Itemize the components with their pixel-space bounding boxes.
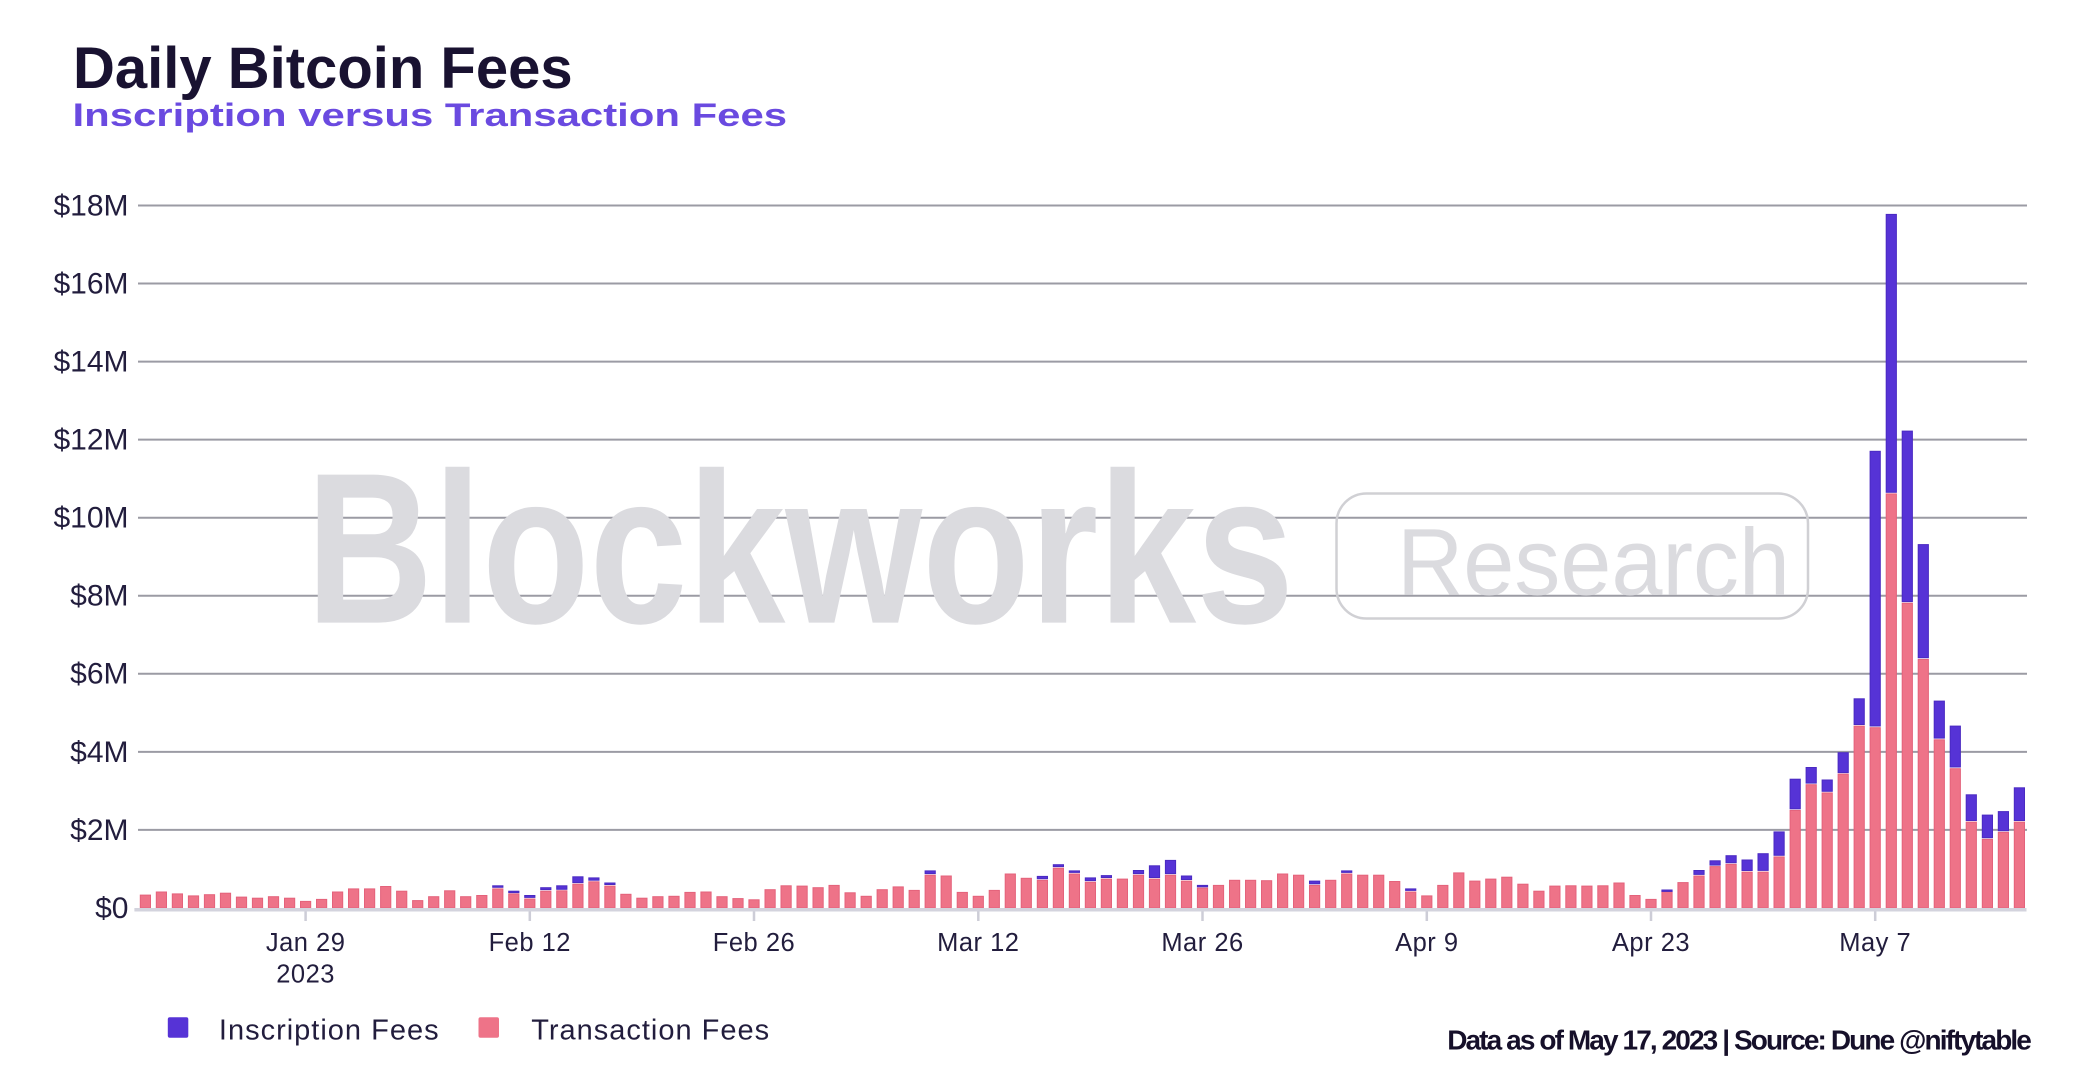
- svg-text:Data as of May 17, 2023 | Sour: Data as of May 17, 2023 | Source: Dune @…: [1447, 1025, 2031, 1056]
- svg-text:Blockworks: Blockworks: [306, 428, 1294, 669]
- svg-text:Jan 29: Jan 29: [266, 929, 346, 957]
- svg-text:$0: $0: [95, 892, 128, 925]
- svg-text:$16M: $16M: [53, 267, 128, 300]
- svg-text:Inscription Fees: Inscription Fees: [219, 1015, 440, 1047]
- svg-text:$4M: $4M: [70, 736, 128, 769]
- svg-text:$18M: $18M: [53, 189, 128, 222]
- svg-text:Feb 12: Feb 12: [489, 929, 571, 957]
- svg-text:Apr 23: Apr 23: [1612, 929, 1690, 957]
- svg-text:Apr 9: Apr 9: [1395, 929, 1458, 957]
- svg-text:May 7: May 7: [1839, 929, 1911, 957]
- svg-text:Daily Bitcoin Fees: Daily Bitcoin Fees: [73, 36, 573, 101]
- svg-text:Inscription versus Transaction: Inscription versus Transaction Fees: [73, 97, 788, 133]
- svg-text:Mar 12: Mar 12: [937, 929, 1019, 957]
- svg-text:$6M: $6M: [70, 658, 128, 691]
- svg-text:$2M: $2M: [70, 814, 128, 847]
- svg-text:$14M: $14M: [53, 346, 128, 379]
- svg-text:Feb 26: Feb 26: [713, 929, 795, 957]
- svg-text:$12M: $12M: [53, 424, 128, 457]
- svg-text:Mar 26: Mar 26: [1161, 929, 1243, 957]
- svg-text:2023: 2023: [276, 961, 335, 989]
- svg-text:Transaction Fees: Transaction Fees: [531, 1015, 770, 1047]
- svg-text:$10M: $10M: [53, 502, 128, 535]
- svg-text:Research: Research: [1397, 509, 1790, 615]
- svg-text:$8M: $8M: [70, 580, 128, 613]
